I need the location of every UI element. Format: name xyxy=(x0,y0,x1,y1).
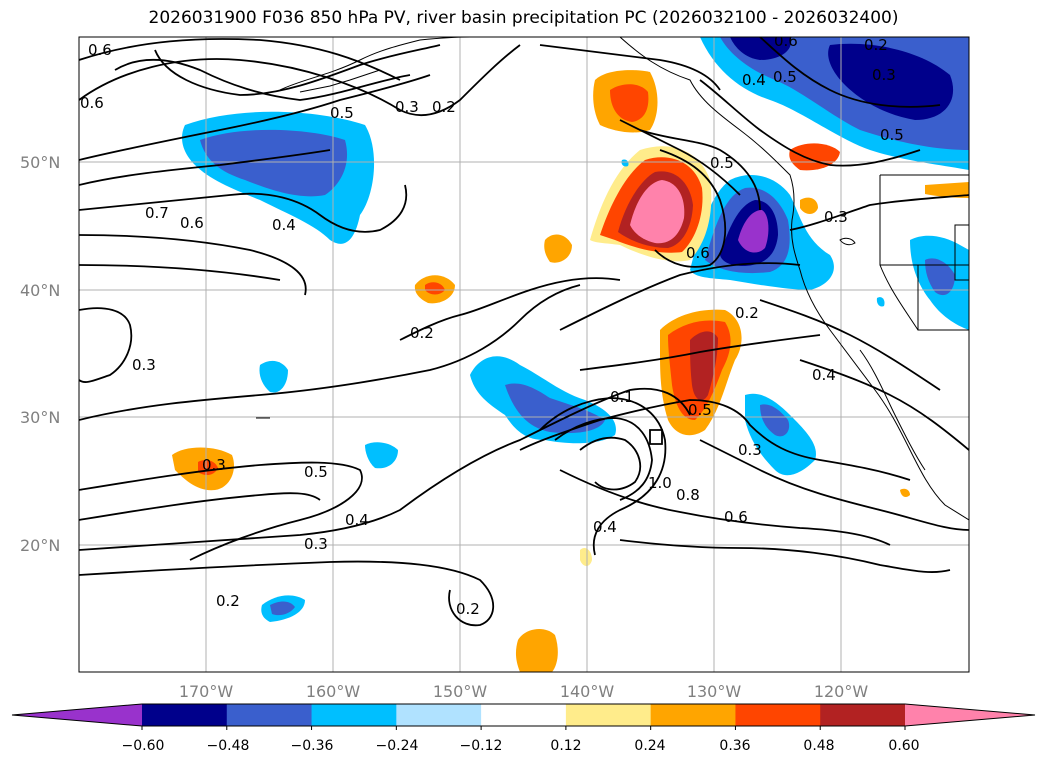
contour-label: 0.5 xyxy=(688,401,712,419)
contour-label: 0.3 xyxy=(304,535,328,553)
colorbar-labels: −0.60 −0.48 −0.36 −0.24 −0.12 0.12 0.24 … xyxy=(122,738,920,754)
contour-label: 0.7 xyxy=(145,204,169,222)
contour-label: 0.2 xyxy=(410,324,434,342)
contour-label: 0.5 xyxy=(880,126,904,144)
contour-label: 0.2 xyxy=(456,600,480,618)
colorbar-segment xyxy=(142,704,228,726)
contour-label: 0.4 xyxy=(812,366,836,384)
contour-label: 0.3 xyxy=(395,98,419,116)
contour-label: 0.2 xyxy=(864,36,888,54)
contour-label: 0.6 xyxy=(724,508,748,526)
contour-label: 0.3 xyxy=(824,208,848,226)
map-frame xyxy=(78,36,970,673)
colorbar xyxy=(11,703,1036,730)
contour-label: 0.5 xyxy=(773,68,797,86)
colorbar-tick-label: 0.24 xyxy=(634,738,665,754)
colorbar-segment xyxy=(396,704,482,726)
lon-label: 130°W xyxy=(687,682,742,701)
colorbar-tick-label: 0.48 xyxy=(803,738,834,754)
lon-label: 160°W xyxy=(306,682,361,701)
contour-label: 0.5 xyxy=(330,104,354,122)
shaded-fields xyxy=(172,37,969,672)
lon-label: 170°W xyxy=(179,682,234,701)
contour-label: 0.4 xyxy=(272,216,296,234)
contour-label: 0.6 xyxy=(774,32,798,50)
contour-label: 0.8 xyxy=(676,486,700,504)
contour-label: 0.6 xyxy=(80,94,104,112)
colorbar-segment xyxy=(565,704,652,726)
latitude-labels: 50°N 40°N 30°N 20°N xyxy=(20,153,60,555)
contour-label: 0.3 xyxy=(738,441,762,459)
colorbar-tick-label: 0.36 xyxy=(719,738,750,754)
colorbar-segment xyxy=(311,704,397,726)
lon-label: 150°W xyxy=(433,682,488,701)
contour-label: 0.4 xyxy=(593,518,617,536)
contour-label: 0.5 xyxy=(710,154,734,172)
pv-contours xyxy=(79,37,969,627)
lat-label: 30°N xyxy=(20,408,60,427)
graticule xyxy=(79,37,969,672)
contour-label: 0.4 xyxy=(742,71,766,89)
colorbar-tick-label: −0.60 xyxy=(122,738,165,754)
lon-label: 120°W xyxy=(814,682,869,701)
contour-label: 0.1 xyxy=(610,388,634,406)
contour-label: 0.5 xyxy=(304,463,328,481)
colorbar-tick-label: −0.48 xyxy=(207,738,250,754)
colorbar-tick-label: 0.12 xyxy=(550,738,581,754)
contour-label: 0.6 xyxy=(686,244,710,262)
contour-label: 0.2 xyxy=(432,98,456,116)
map-title: 2026031900 F036 850 hPa PV, river basin … xyxy=(148,8,899,28)
longitude-labels: 170°W 160°W 150°W 140°W 130°W 120°W xyxy=(179,682,869,701)
contour-label: 0.4 xyxy=(345,511,369,529)
contour-label: 0.3 xyxy=(872,66,896,84)
colorbar-tick-label: 0.60 xyxy=(888,738,919,754)
colorbar-tick-label: −0.24 xyxy=(376,738,419,754)
lat-label: 40°N xyxy=(20,281,60,300)
contour-labels: 0.6 0.6 0.2 0.3 0.5 0.7 0.6 0.4 0.5 0.6 … xyxy=(80,32,904,618)
contour-label: 0.2 xyxy=(735,304,759,322)
colorbar-extend-min xyxy=(12,704,142,726)
lon-label: 140°W xyxy=(560,682,615,701)
colorbar-segment xyxy=(735,704,821,726)
map-area[interactable]: 0.6 0.6 0.2 0.3 0.5 0.7 0.6 0.4 0.5 0.6 … xyxy=(79,32,969,672)
colorbar-segment xyxy=(481,704,567,726)
coastlines xyxy=(256,37,969,521)
colorbar-tick-label: −0.36 xyxy=(291,738,334,754)
contour-label: 0.6 xyxy=(180,214,204,232)
contour-label: 0.3 xyxy=(132,356,156,374)
colorbar-extend-max xyxy=(905,704,1035,726)
contour-label: 0.3 xyxy=(202,456,226,474)
colorbar-tick-label: −0.12 xyxy=(460,738,503,754)
lat-label: 20°N xyxy=(20,536,60,555)
contour-label: 1.0 xyxy=(648,474,672,492)
colorbar-segment xyxy=(226,704,313,726)
lat-label: 50°N xyxy=(20,153,60,172)
colorbar-segment xyxy=(650,704,736,726)
colorbar-segment xyxy=(820,704,906,726)
contour-label: 0.2 xyxy=(216,592,240,610)
contour-label: 0.6 xyxy=(88,41,112,59)
